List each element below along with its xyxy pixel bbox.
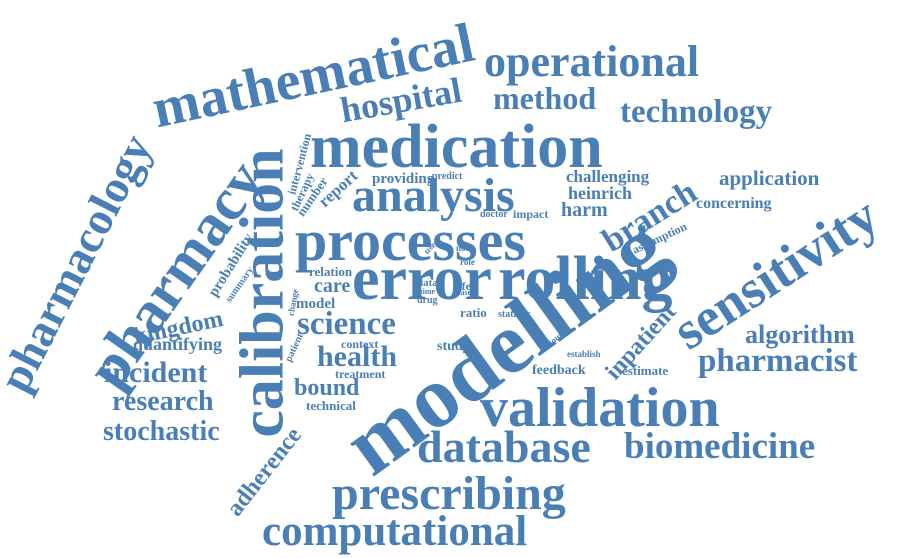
word-processes: processes bbox=[295, 208, 526, 273]
word-harm: harm bbox=[561, 199, 608, 221]
word-bound: bound bbox=[294, 375, 360, 401]
word-technology: technology bbox=[620, 94, 773, 130]
word-science: science bbox=[297, 306, 396, 342]
word-pharmacist: pharmacist bbox=[698, 343, 858, 379]
word-ratio: ratio bbox=[460, 305, 487, 320]
word-stochastic: stochastic bbox=[103, 416, 220, 447]
word-role: role bbox=[460, 257, 475, 267]
word-operational: operational bbox=[484, 37, 700, 86]
word-context: context bbox=[341, 337, 379, 351]
word-impact: impact bbox=[513, 207, 549, 221]
word-rolling: rolling bbox=[498, 245, 673, 313]
word-note: note bbox=[456, 243, 473, 253]
word-providing: providing bbox=[372, 171, 435, 187]
word-biomedicine: biomedicine bbox=[624, 426, 816, 467]
word-validation: validation bbox=[480, 377, 720, 439]
word-application: application bbox=[719, 166, 820, 190]
word-analysis: analysis bbox=[352, 169, 515, 222]
word-doctor: doctor bbox=[480, 209, 508, 220]
word-drug: drug bbox=[417, 295, 438, 306]
word-computational: computational bbox=[262, 508, 528, 555]
word-prescribing: prescribing bbox=[332, 467, 566, 520]
word-research: research bbox=[112, 386, 214, 417]
word-quantifying: quantifying bbox=[133, 334, 223, 354]
word-life: life bbox=[455, 279, 471, 293]
word-health: health bbox=[317, 340, 398, 373]
word-care: care bbox=[314, 275, 351, 297]
word-medication: medication bbox=[310, 113, 603, 181]
word-concerning: concerning bbox=[696, 195, 772, 212]
word-case: case bbox=[457, 288, 472, 297]
word-estimate: estimate bbox=[622, 363, 669, 378]
word-error: error bbox=[352, 245, 492, 313]
word-time: time bbox=[420, 287, 436, 296]
word-feedback: feedback bbox=[532, 363, 586, 378]
word-challenging: challenging bbox=[566, 167, 650, 186]
word-heinrich: heinrich bbox=[568, 183, 633, 203]
word-relation: relation bbox=[309, 264, 353, 279]
word-statistic: statistic bbox=[498, 309, 531, 320]
word-method: method bbox=[493, 80, 597, 116]
word-predict: predict bbox=[432, 171, 463, 182]
word-study: study bbox=[437, 339, 470, 354]
word-technical: technical bbox=[306, 398, 356, 413]
word-adherence: adherence bbox=[221, 422, 307, 522]
word-model: model bbox=[296, 296, 336, 312]
word-database: database bbox=[417, 421, 591, 472]
word-incident: incident bbox=[104, 356, 208, 389]
word-algorithm: algorithm bbox=[745, 320, 855, 349]
word-treatment: treatment bbox=[335, 367, 386, 381]
word-establish: establish bbox=[567, 349, 601, 359]
word-data: data bbox=[417, 277, 438, 289]
